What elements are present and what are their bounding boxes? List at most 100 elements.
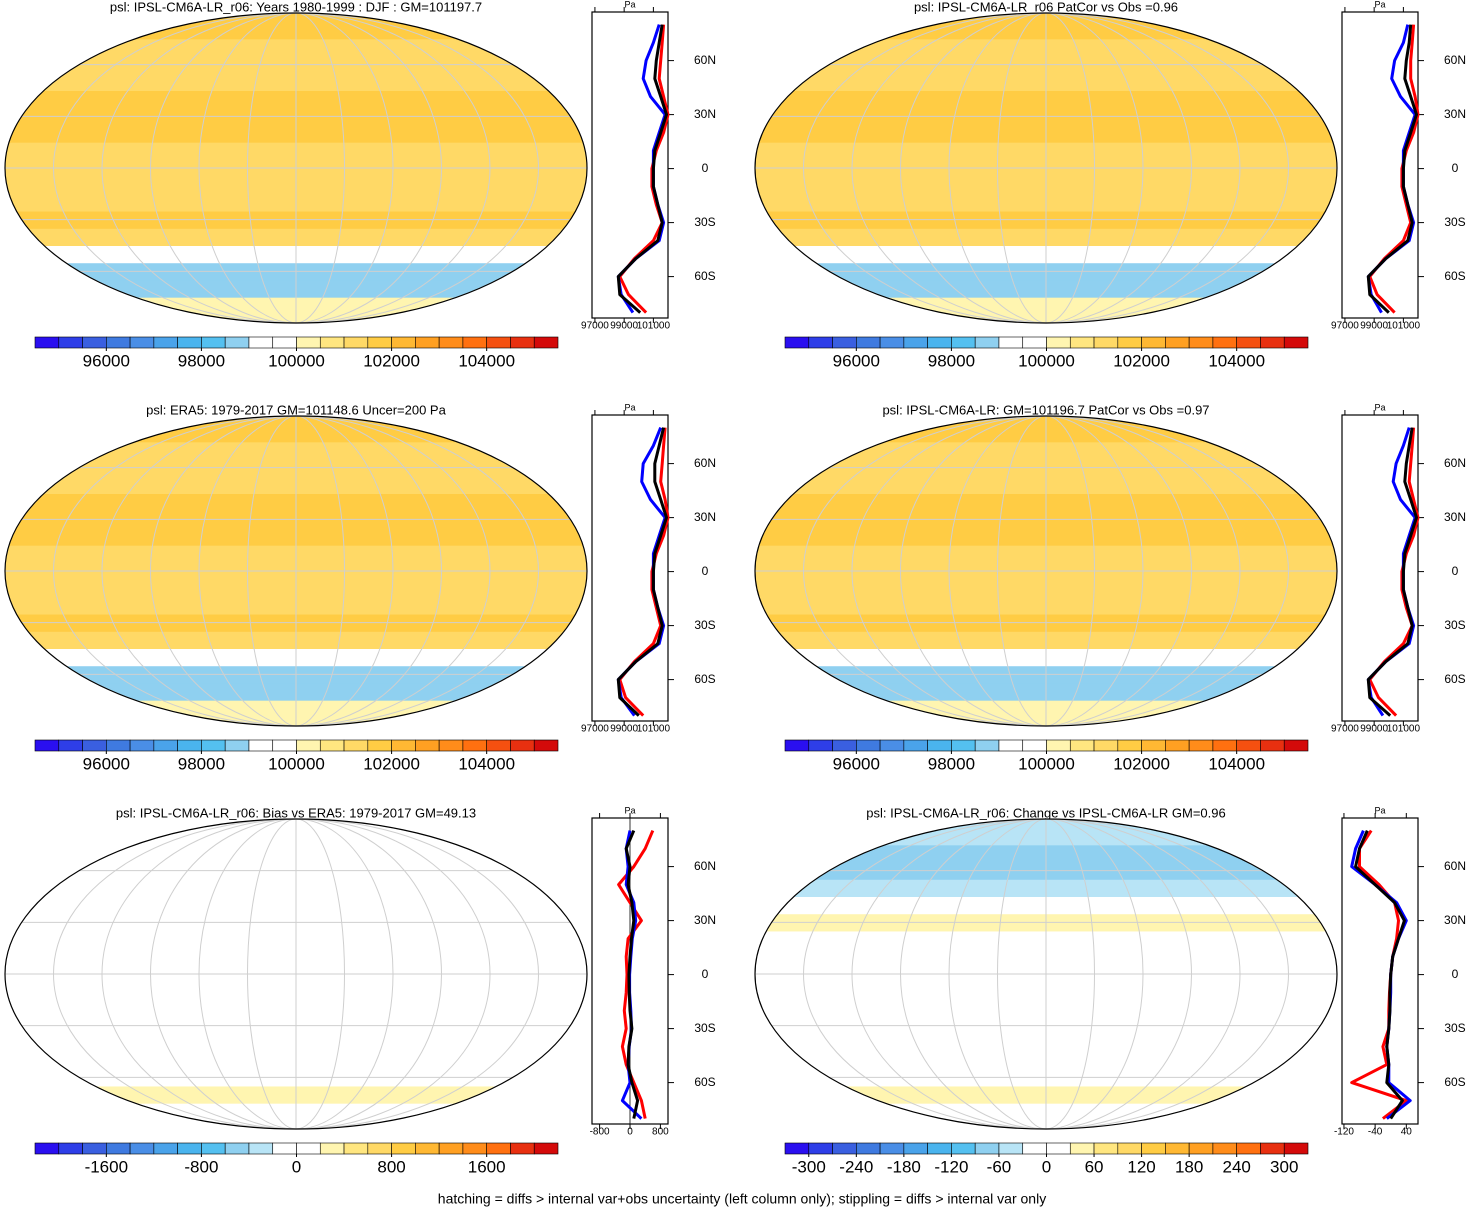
colorbar-box xyxy=(974,739,1000,752)
colorbar-box xyxy=(974,1142,1000,1155)
colorbar-box xyxy=(224,1142,250,1155)
map-meridian xyxy=(247,13,345,323)
colorbar-box xyxy=(879,336,905,349)
colorbar-box xyxy=(486,336,511,349)
colorbar-tick-label: 240 xyxy=(1222,1157,1250,1176)
profile-unit: Pa xyxy=(1374,805,1385,815)
y-tick-label: 30S xyxy=(1444,215,1465,229)
colorbar-box xyxy=(998,1142,1024,1155)
map xyxy=(755,416,1337,726)
colorbar-box xyxy=(58,1142,83,1155)
map xyxy=(755,819,1337,1129)
colorbar-box xyxy=(1236,739,1261,752)
colorbar-box xyxy=(832,1142,857,1155)
colorbar-tick-label: 96000 xyxy=(83,754,130,773)
y-tick-label: 30S xyxy=(1444,618,1465,632)
colorbar-box xyxy=(415,336,440,349)
map-outline xyxy=(4,415,588,727)
colorbar-box xyxy=(177,739,202,752)
colorbar-box xyxy=(462,336,487,349)
colorbar-box xyxy=(248,336,274,349)
colorbar-box xyxy=(58,336,83,349)
profile-unit: Pa xyxy=(624,805,635,815)
colorbar-box xyxy=(153,336,178,349)
colorbar-box xyxy=(1069,1142,1095,1155)
colorbar-box xyxy=(1165,336,1190,349)
y-tick-label: 30N xyxy=(694,510,716,524)
x-tick-label: 101000 xyxy=(1387,321,1421,332)
colorbar-box xyxy=(106,336,131,349)
colorbar-box xyxy=(1260,739,1285,752)
map-meridian xyxy=(997,416,1095,726)
colorbar-tick-label: 96000 xyxy=(833,351,880,370)
y-tick-label: 30S xyxy=(694,618,715,632)
colorbar-box xyxy=(272,1142,297,1155)
colorbar-box xyxy=(533,739,559,752)
profile-unit: Pa xyxy=(1374,402,1385,412)
profile-frame xyxy=(591,11,669,319)
colorbar-tick-label: 120 xyxy=(1127,1157,1155,1176)
y-tick-label: 60N xyxy=(694,456,716,470)
colorbar-box xyxy=(1188,739,1214,752)
map-meridian xyxy=(997,13,1095,323)
colorbar-box xyxy=(391,336,416,349)
colorbar-tick-label: 100000 xyxy=(1018,754,1075,773)
colorbar-box xyxy=(1236,1142,1261,1155)
y-tick-label: 0 xyxy=(702,564,709,578)
colorbar-box xyxy=(879,739,905,752)
y-tick-label: 60S xyxy=(694,269,715,283)
colorbar-box xyxy=(903,1142,928,1155)
profile-line xyxy=(1366,24,1418,314)
y-tick-label: 60S xyxy=(694,1075,715,1089)
colorbar-box xyxy=(82,739,107,752)
panel-title: psl: IPSL-CM6A-LR_r06: Years 1980-1999 :… xyxy=(110,0,482,14)
colorbar-box xyxy=(998,739,1024,752)
colorbar-box xyxy=(1212,739,1237,752)
map-meridian xyxy=(803,819,1289,1129)
colorbar-box xyxy=(856,739,881,752)
profile-frame xyxy=(1341,11,1419,319)
map-meridian xyxy=(53,416,539,726)
colorbar-tick-label: 104000 xyxy=(458,754,515,773)
y-tick-label: 30N xyxy=(1444,913,1466,927)
colorbar-box xyxy=(927,1142,952,1155)
map-meridian xyxy=(948,416,1144,726)
colorbar-box xyxy=(1117,336,1142,349)
y-tick-label: 60S xyxy=(1444,269,1465,283)
map-meridian xyxy=(948,13,1144,323)
y-tick-label: 0 xyxy=(1452,564,1459,578)
colorbar-box xyxy=(1165,1142,1190,1155)
colorbar-box xyxy=(319,739,345,752)
y-tick-label: 60N xyxy=(1444,53,1466,67)
colorbar-tick-label: -1600 xyxy=(85,1157,128,1176)
x-tick-label: 800 xyxy=(652,1127,669,1138)
colorbar-box xyxy=(1283,336,1309,349)
colorbar-box xyxy=(510,336,535,349)
x-tick-label: -120 xyxy=(1334,1127,1354,1138)
colorbar-box xyxy=(808,739,833,752)
colorbar-box xyxy=(415,1142,440,1155)
map-meridian xyxy=(150,13,442,323)
colorbar-box xyxy=(391,739,416,752)
colorbar-box xyxy=(879,1142,905,1155)
profile-unit: Pa xyxy=(1374,0,1385,9)
colorbar-box xyxy=(903,336,928,349)
profile-line xyxy=(1354,830,1406,1120)
colorbar-tick-label: 102000 xyxy=(363,351,420,370)
panel-title: psl: IPSL-CM6A-LR_r06: Bias vs ERA5: 197… xyxy=(116,805,476,820)
x-tick-label: -40 xyxy=(1368,1127,1383,1138)
colorbar-tick-label: 98000 xyxy=(928,351,975,370)
colorbar-box xyxy=(296,739,321,752)
map-meridian xyxy=(247,416,345,726)
colorbar-box xyxy=(391,1142,416,1155)
colorbar-box xyxy=(438,739,464,752)
colorbar-box xyxy=(153,1142,178,1155)
panel-title: psl: IPSL-CM6A-LR_r06 PatCor vs Obs =0.9… xyxy=(914,0,1178,14)
profile-line xyxy=(1366,427,1418,717)
profile-unit: Pa xyxy=(624,0,635,9)
colorbar-tick-label: 100000 xyxy=(268,351,325,370)
map-meridian xyxy=(803,13,1289,323)
map xyxy=(5,416,587,726)
colorbar-tick-label: 104000 xyxy=(1208,351,1265,370)
